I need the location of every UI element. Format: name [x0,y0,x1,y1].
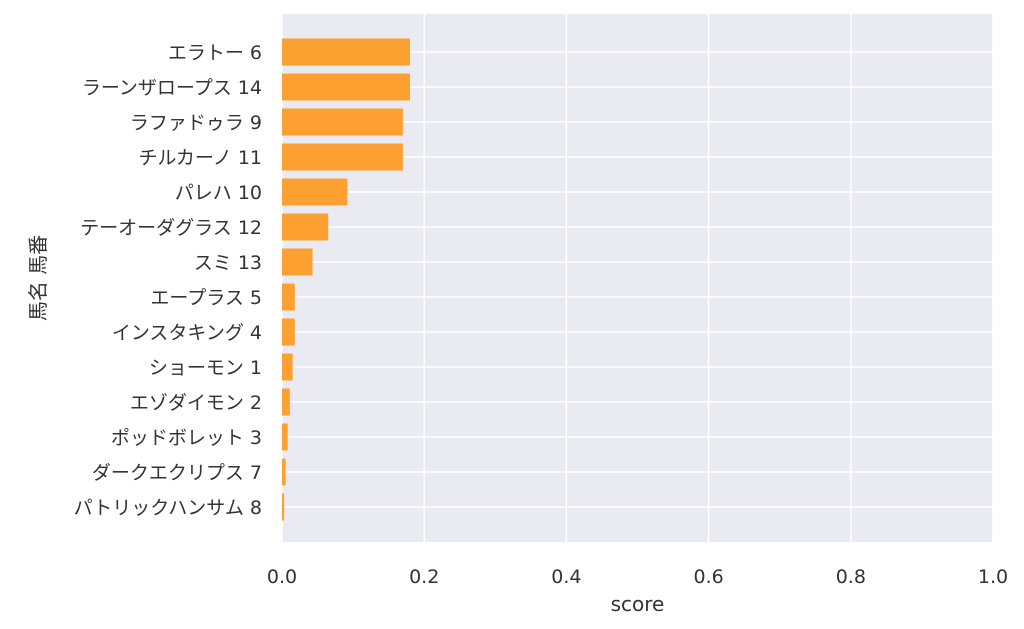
x-axis-label: score [611,592,665,616]
y-axis-label: 馬名 馬番 [26,235,50,321]
y-tick-label: ショーモン 1 [149,357,262,379]
x-tick-label: 1.0 [978,566,1008,588]
bar [282,318,295,346]
y-tick-label: エープラス 5 [150,287,262,309]
y-tick-label: エラトー 6 [168,42,262,64]
x-tick-label: 0.4 [551,566,581,588]
y-tick-label: テーオーダグラス 12 [80,217,262,239]
bar [282,178,348,206]
bar [282,248,313,276]
bar [282,388,290,416]
y-tick-label: ポッドボレット 3 [111,427,262,449]
bar [282,458,286,486]
y-tick-label: パトリックハンサム 8 [74,497,262,519]
y-tick-label: エゾダイモン 2 [130,392,262,414]
x-tick-label: 0.2 [409,566,439,588]
bar [282,353,293,381]
y-tick-label: インスタキング 4 [112,322,262,344]
y-tick-label: ダークエクリプス 7 [92,462,262,484]
bar [282,493,285,521]
bar [282,73,410,101]
bar [282,213,329,241]
x-tick-label: 0.8 [836,566,866,588]
bar [282,283,295,311]
x-tick-label: 0.0 [267,566,297,588]
x-tick-labels: 0.0 0.2 0.4 0.6 0.8 1.0 [267,566,1008,588]
y-tick-label: チルカーノ 11 [138,147,262,169]
y-tick-label: スミ 13 [194,252,262,274]
y-tick-label: ラファドゥラ 9 [130,112,262,134]
bar [282,38,410,66]
plot-area [282,14,993,542]
y-tick-labels: エラトー 6 ラーンザロープス 14 ラファドゥラ 9 チルカーノ 11 パレハ 10 テ… [74,42,262,519]
bars [282,38,410,521]
y-tick-label: パレハ 10 [175,182,262,204]
y-tick-label: ラーンザロープス 14 [82,77,262,99]
x-tick-label: 0.6 [693,566,723,588]
bar [282,143,403,171]
bar [282,108,403,136]
bar [282,423,288,451]
